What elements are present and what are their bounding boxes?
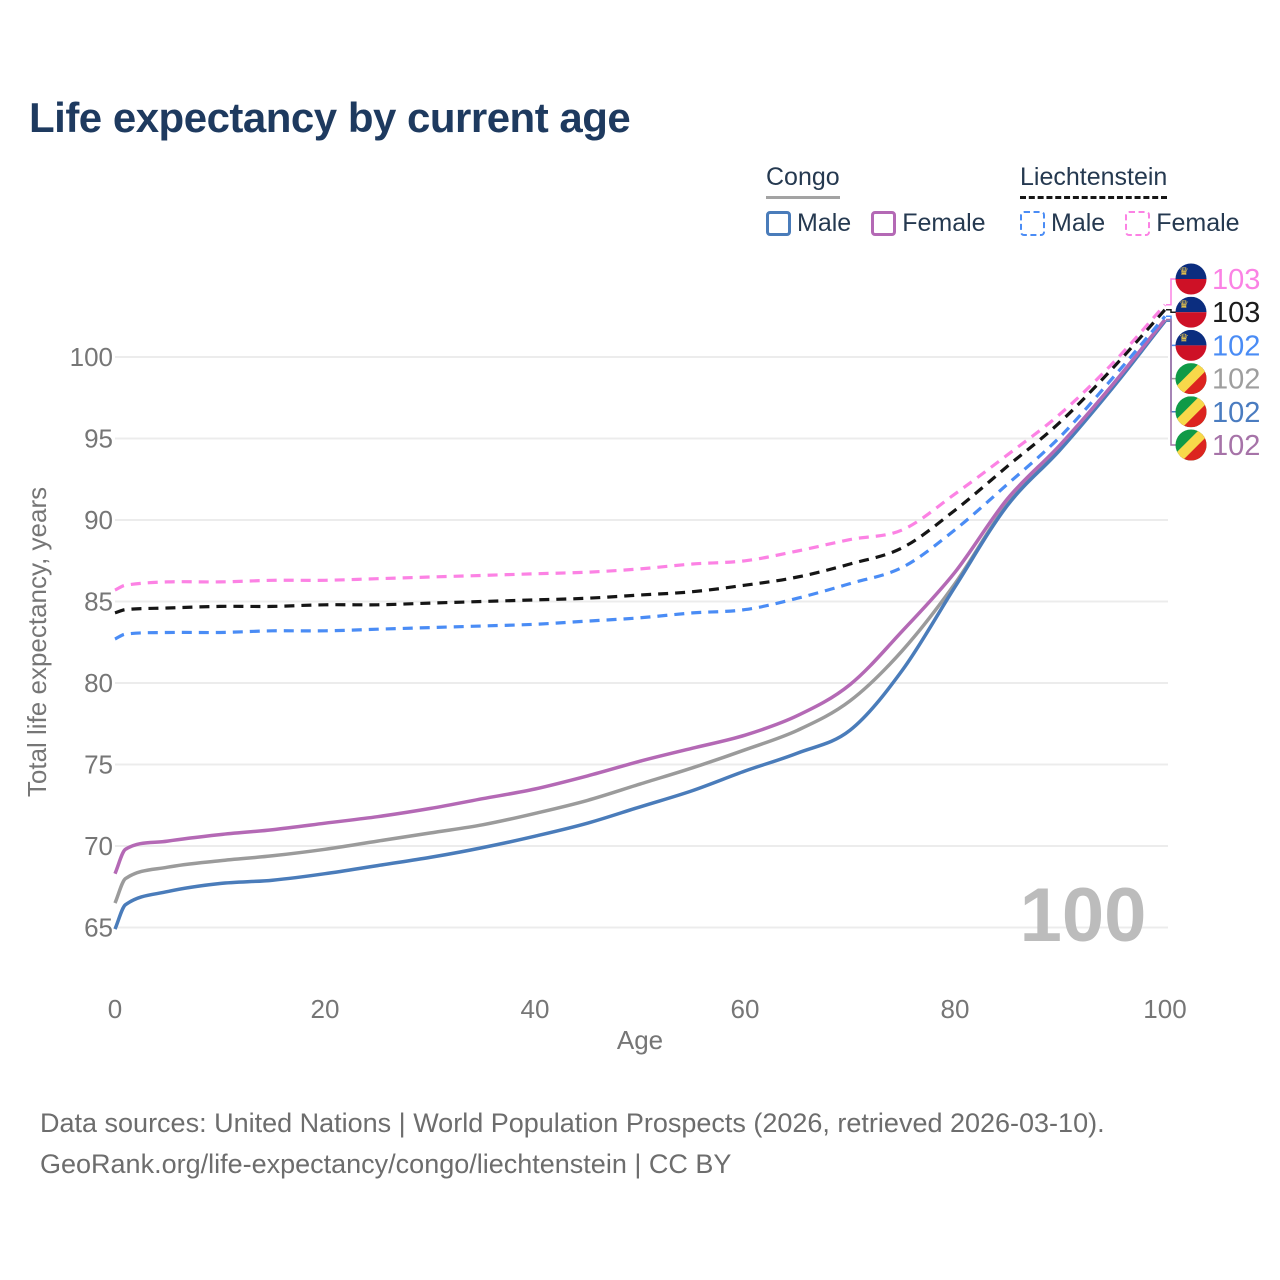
liechtenstein-line-style-icon [1020,196,1168,199]
label-connector-line [1166,308,1176,313]
legend-group-title-liechtenstein: Liechtenstein [1020,163,1168,191]
x-tick-label: 100 [1143,994,1186,1024]
chart-canvas: 65 70 75 80 85 90 95 100 0 20 40 60 80 100 Age Total li… [22,263,1260,1055]
series-line-liech_both [114,308,1167,615]
x-tick-label: 20 [311,994,340,1024]
y-tick-label: 75 [84,750,113,780]
legend-group-header: Liechtenstein [1020,163,1168,199]
congo-flag-icon [1175,429,1207,461]
page-title: Life expectancy by current age [29,94,631,141]
crown-icon: ♛ [1179,332,1189,344]
legend-group-title-congo: Congo [766,163,840,191]
y-tick-label: 65 [84,913,113,943]
legend-group-congo: Congo Male Female [766,163,986,238]
legend-item-congo-male: Male [766,209,851,238]
x-tick-label: 0 [108,994,122,1024]
legend-row: Male Female [1020,209,1240,238]
congo-male-swatch-icon [766,211,791,236]
age-watermark: 100 [1020,873,1147,958]
legend-item-label: Male [797,209,852,237]
x-tick-label: 60 [731,994,760,1024]
x-axis-title: Age [617,1025,663,1055]
end-value-label: 103 [1212,297,1260,329]
liechtenstein-flag-icon: ♛ [1175,263,1207,295]
footer: Data sources: United Nations | World Pop… [40,1103,1105,1185]
series-line-liech_male [114,315,1167,641]
end-value-label: 102 [1212,364,1260,396]
legend-item-congo-female: Female [871,209,986,238]
liechtenstein-flag-icon: ♛ [1175,296,1207,328]
crown-icon: ♛ [1179,266,1189,278]
end-value-label: 102 [1212,430,1260,462]
y-tick-label: 95 [84,424,113,454]
footer-attribution: GeoRank.org/life-expectancy/congo/liecht… [40,1149,732,1179]
y-tick-label: 85 [84,587,113,617]
legend-item-label: Female [1156,209,1240,237]
liechtenstein-flag-icon: ♛ [1175,329,1207,361]
end-value-label: 102 [1212,330,1260,362]
legend-group-liechtenstein: Liechtenstein Male Female [1020,163,1240,238]
chart-legend: Congo Male Female Liechtenstein [0,163,1280,253]
label-connector-line [1166,318,1176,446]
congo-line-style-icon [766,196,840,199]
liechtenstein-female-swatch-icon [1125,211,1151,236]
series-line-liech_female [114,303,1167,592]
y-tick-label: 70 [84,831,113,861]
legend-item-liechtenstein-female: Female [1125,209,1240,238]
footer-data-sources: Data sources: United Nations | World Pop… [40,1108,1105,1138]
congo-flag-icon [1175,363,1207,395]
x-tick-label: 80 [941,994,970,1024]
legend-item-label: Female [902,209,986,237]
series-line-congo_female [113,318,1167,875]
y-tick-label: 100 [70,342,113,372]
liechtenstein-male-swatch-icon [1020,211,1045,236]
crown-icon: ♛ [1179,299,1189,311]
legend-item-label: Male [1051,209,1106,237]
legend-item-liechtenstein-male: Male [1020,209,1105,238]
congo-flag-icon [1175,396,1207,428]
congo-female-swatch-icon [871,211,897,236]
legend-row: Male Female [766,209,986,238]
series-line-congo_both [113,320,1167,904]
y-tick-label: 80 [84,668,113,698]
end-value-label: 102 [1212,397,1260,429]
end-value-label: 103 [1212,264,1260,296]
series-line-congo_male [113,320,1167,930]
y-axis-title: Total life expectancy, years [22,487,52,797]
label-connector-line [1166,278,1176,306]
legend-group-header: Congo [766,163,840,199]
y-tick-label: 90 [84,505,113,535]
x-tick-label: 40 [521,994,550,1024]
